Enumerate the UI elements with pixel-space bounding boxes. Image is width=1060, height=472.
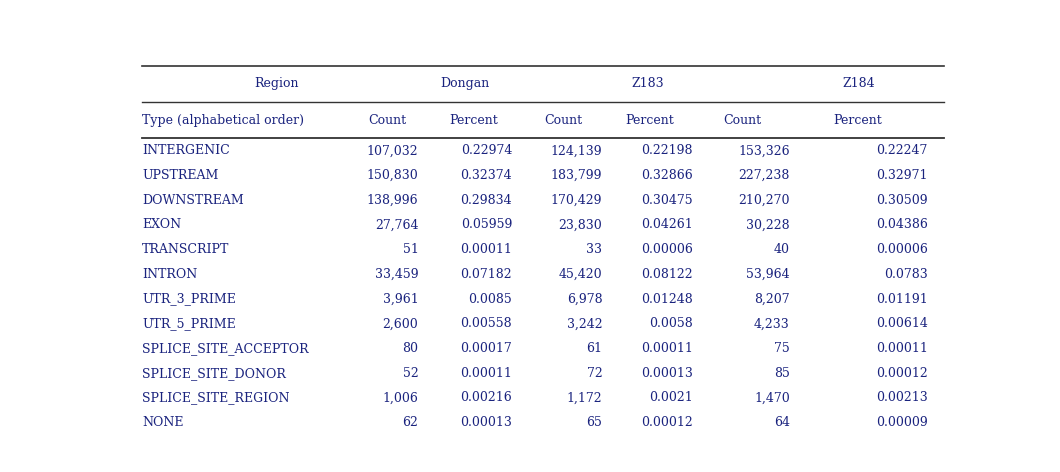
Text: 0.22198: 0.22198 — [641, 144, 693, 157]
Text: 0.32866: 0.32866 — [641, 169, 693, 182]
Text: UTR_5_PRIME: UTR_5_PRIME — [142, 317, 236, 330]
Text: Percent: Percent — [625, 114, 674, 127]
Text: 23,830: 23,830 — [559, 219, 602, 231]
Text: 33,459: 33,459 — [375, 268, 419, 281]
Text: 170,429: 170,429 — [551, 194, 602, 207]
Text: 0.30475: 0.30475 — [641, 194, 693, 207]
Text: 0.29834: 0.29834 — [460, 194, 512, 207]
Text: 227,238: 227,238 — [739, 169, 790, 182]
Text: 45,420: 45,420 — [559, 268, 602, 281]
Text: 0.00011: 0.00011 — [460, 367, 512, 379]
Text: 0.00213: 0.00213 — [876, 391, 928, 405]
Text: 53,964: 53,964 — [746, 268, 790, 281]
Text: 2,600: 2,600 — [383, 317, 419, 330]
Text: UPSTREAM: UPSTREAM — [142, 169, 218, 182]
Text: 0.00013: 0.00013 — [641, 367, 693, 379]
Text: 64: 64 — [774, 416, 790, 429]
Text: 0.00011: 0.00011 — [876, 342, 928, 355]
Text: 183,799: 183,799 — [551, 169, 602, 182]
Text: Count: Count — [545, 114, 583, 127]
Text: 52: 52 — [403, 367, 419, 379]
Text: 0.00009: 0.00009 — [876, 416, 928, 429]
Text: 51: 51 — [403, 243, 419, 256]
Text: 4,233: 4,233 — [754, 317, 790, 330]
Text: 40: 40 — [774, 243, 790, 256]
Text: 153,326: 153,326 — [738, 144, 790, 157]
Text: 0.0085: 0.0085 — [469, 293, 512, 305]
Text: TRANSCRIPT: TRANSCRIPT — [142, 243, 230, 256]
Text: NONE: NONE — [142, 416, 183, 429]
Text: 0.08122: 0.08122 — [641, 268, 693, 281]
Text: 0.22247: 0.22247 — [877, 144, 928, 157]
Text: 0.0058: 0.0058 — [649, 317, 693, 330]
Text: 0.00017: 0.00017 — [460, 342, 512, 355]
Text: 1,172: 1,172 — [567, 391, 602, 405]
Text: 0.00013: 0.00013 — [460, 416, 512, 429]
Text: 150,830: 150,830 — [367, 169, 419, 182]
Text: 65: 65 — [586, 416, 602, 429]
Text: 6,978: 6,978 — [567, 293, 602, 305]
Text: 0.0783: 0.0783 — [884, 268, 928, 281]
Text: 0.01248: 0.01248 — [641, 293, 693, 305]
Text: Region: Region — [254, 77, 299, 91]
Text: 0.00011: 0.00011 — [641, 342, 693, 355]
Text: DOWNSTREAM: DOWNSTREAM — [142, 194, 244, 207]
Text: SPLICE_SITE_DONOR: SPLICE_SITE_DONOR — [142, 367, 286, 379]
Text: Percent: Percent — [833, 114, 882, 127]
Text: 0.00006: 0.00006 — [876, 243, 928, 256]
Text: 210,270: 210,270 — [738, 194, 790, 207]
Text: 0.32971: 0.32971 — [877, 169, 928, 182]
Text: 0.00012: 0.00012 — [641, 416, 693, 429]
Text: 3,961: 3,961 — [383, 293, 419, 305]
Text: 61: 61 — [586, 342, 602, 355]
Text: Z184: Z184 — [843, 77, 874, 91]
Text: 62: 62 — [403, 416, 419, 429]
Text: Count: Count — [368, 114, 406, 127]
Text: 0.04261: 0.04261 — [641, 219, 693, 231]
Text: 3,242: 3,242 — [567, 317, 602, 330]
Text: 0.05959: 0.05959 — [461, 219, 512, 231]
Text: 80: 80 — [403, 342, 419, 355]
Text: 0.32374: 0.32374 — [460, 169, 512, 182]
Text: 124,139: 124,139 — [551, 144, 602, 157]
Text: EXON: EXON — [142, 219, 181, 231]
Text: 0.30509: 0.30509 — [876, 194, 928, 207]
Text: 75: 75 — [774, 342, 790, 355]
Text: Z183: Z183 — [632, 77, 664, 91]
Text: Type (alphabetical order): Type (alphabetical order) — [142, 114, 304, 127]
Text: 0.00012: 0.00012 — [876, 367, 928, 379]
Text: 107,032: 107,032 — [367, 144, 419, 157]
Text: INTRON: INTRON — [142, 268, 197, 281]
Text: 0.00006: 0.00006 — [641, 243, 693, 256]
Text: 0.01191: 0.01191 — [876, 293, 928, 305]
Text: 1,470: 1,470 — [754, 391, 790, 405]
Text: UTR_3_PRIME: UTR_3_PRIME — [142, 293, 236, 305]
Text: Count: Count — [723, 114, 761, 127]
Text: 0.22974: 0.22974 — [461, 144, 512, 157]
Text: 85: 85 — [774, 367, 790, 379]
Text: 0.00558: 0.00558 — [460, 317, 512, 330]
Text: 0.04386: 0.04386 — [876, 219, 928, 231]
Text: 138,996: 138,996 — [367, 194, 419, 207]
Text: 0.00614: 0.00614 — [876, 317, 928, 330]
Text: 0.0021: 0.0021 — [649, 391, 693, 405]
Text: 30,228: 30,228 — [746, 219, 790, 231]
Text: 0.00216: 0.00216 — [460, 391, 512, 405]
Text: 1,006: 1,006 — [383, 391, 419, 405]
Text: 0.07182: 0.07182 — [460, 268, 512, 281]
Text: Percent: Percent — [449, 114, 498, 127]
Text: SPLICE_SITE_ACCEPTOR: SPLICE_SITE_ACCEPTOR — [142, 342, 308, 355]
Text: INTERGENIC: INTERGENIC — [142, 144, 230, 157]
Text: SPLICE_SITE_REGION: SPLICE_SITE_REGION — [142, 391, 289, 405]
Text: 72: 72 — [586, 367, 602, 379]
Text: 0.00011: 0.00011 — [460, 243, 512, 256]
Text: 27,764: 27,764 — [375, 219, 419, 231]
Text: 33: 33 — [586, 243, 602, 256]
Text: 8,207: 8,207 — [754, 293, 790, 305]
Text: Dongan: Dongan — [441, 77, 490, 91]
